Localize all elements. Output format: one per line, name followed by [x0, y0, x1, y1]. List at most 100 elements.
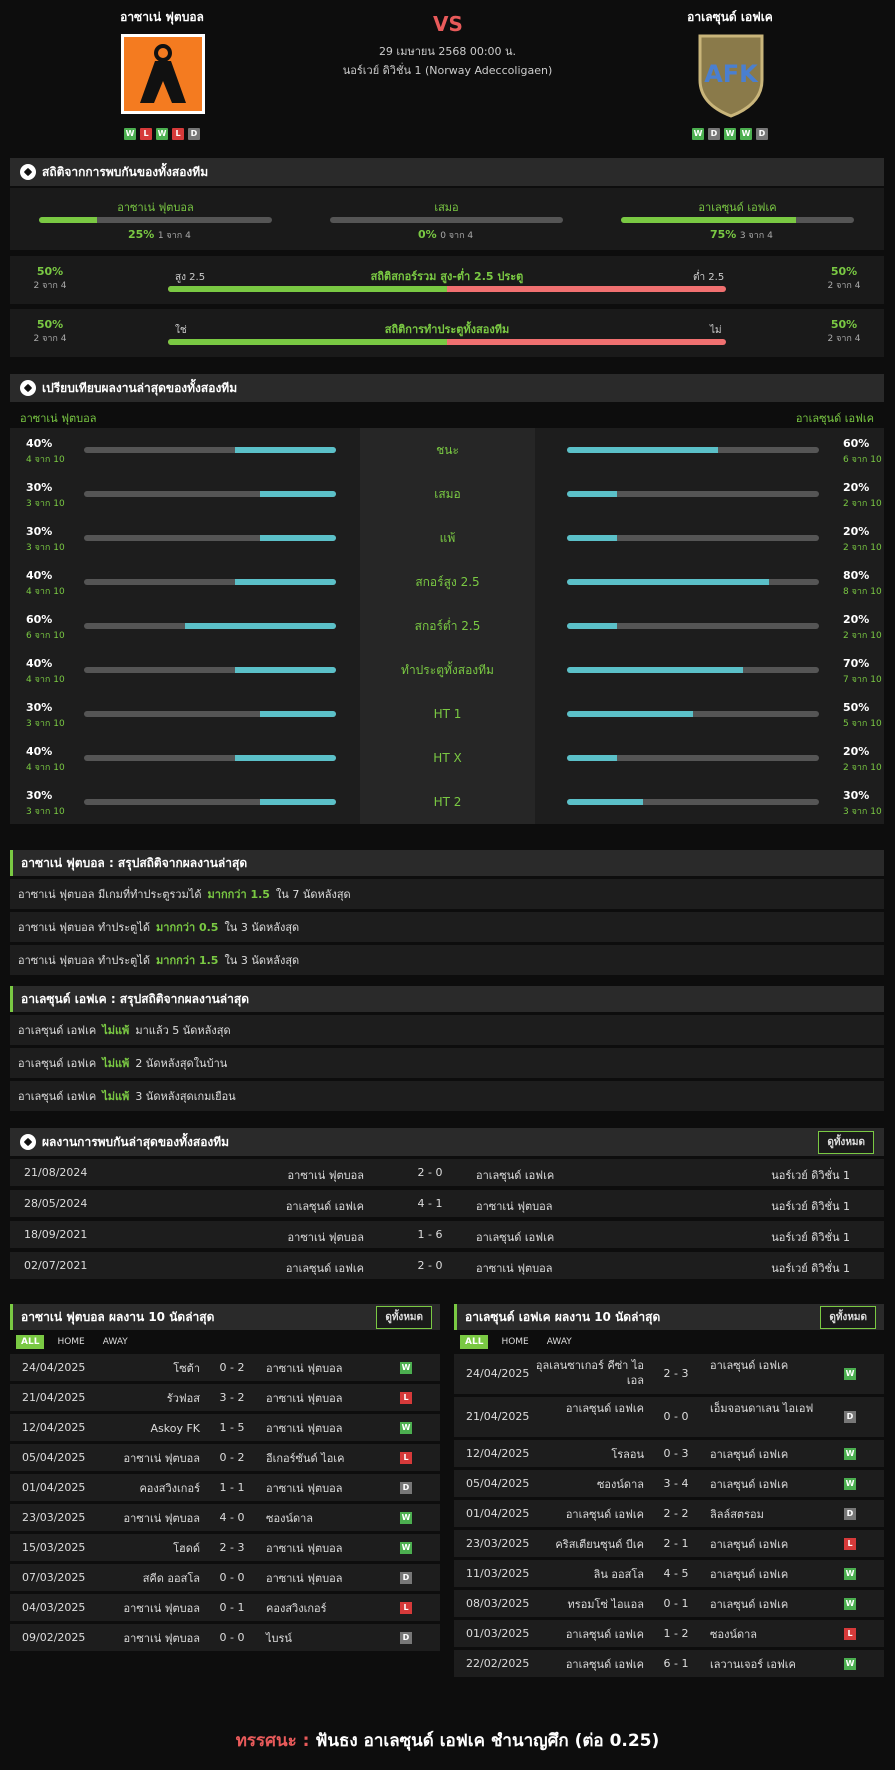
match-score: 3 - 4 [663, 1476, 689, 1490]
football-icon [20, 380, 36, 396]
home-last10-title: อาซาเน่ ฟุตบอล ผลงาน 10 นัดล่าสุด [21, 1309, 215, 1324]
tab-all[interactable]: ALL [460, 1335, 489, 1349]
compare-label: ทำประตูทั้งสองทีม [360, 648, 535, 692]
h2h-away-sub: 3 จาก 4 [739, 231, 773, 241]
match-date: 11/03/2025 [466, 1566, 530, 1580]
away-team-logo: AFK [692, 30, 770, 123]
last10-row[interactable]: 01/04/2025 คองสวิงเกอร์ 1 - 1 อาซาเน่ ฟุตบอ… [10, 1474, 440, 1501]
btts-left-sub: 2 จาก 4 [33, 334, 67, 344]
away-sub: 2 จาก 10 [843, 499, 882, 509]
match-away: อาเลซุนด์ เอฟเค [710, 1567, 789, 1581]
match-date: 01/04/2025 [466, 1506, 530, 1520]
result-badge: L [844, 1627, 856, 1640]
away-summary-section: อาเลซุนด์ เอฟเค : สรุปสถิติจากผลงานล่าสุ… [10, 986, 884, 1111]
h2h-row[interactable]: 18/09/2021 อาซาเน่ ฟุตบอล 1 - 6 อาเลซุนด์ เ… [10, 1221, 884, 1248]
h2h-away: อาเลซุนด์ เอฟเค [476, 1169, 555, 1182]
away-summary-title: อาเลซุนด์ เอฟเค : สรุปสถิติจากผลงานล่าสุ… [10, 986, 884, 1012]
h2h-row[interactable]: 28/05/2024 อาเลซุนด์ เอฟเค 4 - 1 อาซาเน่ ฟุ… [10, 1190, 884, 1217]
tab-away[interactable]: AWAY [102, 1337, 128, 1347]
h2h-home-label: อาซาเน่ ฟุตบอล [117, 201, 194, 214]
home-pct: 40% [26, 437, 53, 450]
compare-row: 30% 3 จาก 10 แพ้ 20% 2 จาก 10 [10, 516, 884, 560]
compare-row: 40% 4 จาก 10 ทำประตูทั้งสองทีม 70% 7 จาก 10 [10, 648, 884, 692]
last10-row[interactable]: 21/04/2025 รัวฟอส 3 - 2 อาซาเน่ ฟุตบอล L [10, 1384, 440, 1411]
tab-home[interactable]: HOME [501, 1337, 529, 1347]
h2h-row[interactable]: 21/08/2024 อาซาเน่ ฟุตบอล 2 - 0 อาเลซุนด์ เ… [10, 1159, 884, 1186]
last10-row[interactable]: 05/04/2025 ซองน์ดาล 3 - 4 อาเลซุนด์ เอฟเค W [454, 1470, 884, 1497]
match-date: 21/04/2025 [466, 1410, 530, 1423]
summary-highlight: มากกว่า 0.5 [156, 921, 219, 934]
home-logo-emblem [140, 44, 186, 103]
match-away: อาเลซุนด์ เอฟเค [710, 1537, 789, 1551]
svg-text:AFK: AFK [704, 60, 759, 88]
match-home: โซต้า [173, 1361, 200, 1375]
home-last10-view-all-button[interactable]: ดูทั้งหมด [376, 1305, 432, 1329]
result-badge: D [400, 1481, 412, 1494]
last10-row[interactable]: 23/03/2025 คริสเตียนซุนด์ บีเค 2 - 1 อาเลซุ… [454, 1530, 884, 1557]
match-home: รัวฟอส [166, 1391, 200, 1405]
last10-row[interactable]: 23/03/2025 อาซาเน่ ฟุตบอล 4 - 0 ซองน์ดาล W [10, 1504, 440, 1531]
home-bar [84, 535, 336, 541]
h2h-recent-title: ผลงานการพบกันล่าสุดของทั้งสองทีม [42, 1134, 230, 1149]
last10-row[interactable]: 22/02/2025 อาเลซุนด์ เอฟเค 6 - 1 เลวานเจอร์… [454, 1650, 884, 1677]
last10-row[interactable]: 07/03/2025 สคีด ออสโล 0 - 0 อาซาเน่ ฟุตบอล D [10, 1564, 440, 1591]
match-away: เอ็มจอนดาเลน ไอเอฟ [710, 1402, 814, 1415]
h2h-row[interactable]: 02/07/2021 อาเลซุนด์ เอฟเค 2 - 0 อาซาเน่ ฟุ… [10, 1252, 884, 1279]
tab-home[interactable]: HOME [57, 1337, 85, 1347]
last10-row[interactable]: 08/03/2025 ทรอมโซ่ ไอแอล 0 - 1 อาเลซุนด์ เอ… [454, 1590, 884, 1617]
form-badge: L [172, 128, 184, 140]
home-last10-tabs: ALL HOME AWAY [10, 1330, 440, 1354]
tab-away[interactable]: AWAY [546, 1337, 572, 1347]
compare-row: 40% 4 จาก 10 ชนะ 60% 6 จาก 10 [10, 428, 884, 472]
btts-split-bar [168, 339, 726, 345]
away-last10-section: อาเลซุนด์ เอฟเค ผลงาน 10 นัดล่าสุด ดูทั้ง… [454, 1304, 884, 1680]
last10-row[interactable]: 11/03/2025 ลิน ออสโล 4 - 5 อาเลซุนด์ เอฟเค W [454, 1560, 884, 1587]
match-date: 05/04/2025 [466, 1476, 530, 1490]
away-pct: 20% [843, 613, 870, 626]
home-sub: 3 จาก 10 [26, 807, 65, 817]
last10-row[interactable]: 01/03/2025 อาเลซุนด์ เอฟเค 1 - 2 ซองน์ดาล L [454, 1620, 884, 1647]
match-home: Askoy FK [150, 1421, 200, 1435]
h2h-home-bar [39, 217, 272, 223]
last10-row[interactable]: 24/04/2025 อุลเลนซาเกอร์ คีซ่า ไอเอล 2 - 3… [454, 1354, 884, 1394]
last10-row[interactable]: 05/04/2025 อาซาเน่ ฟุตบอล 0 - 2 อีเกอร์ซันด… [10, 1444, 440, 1471]
result-badge: D [844, 1507, 856, 1520]
last10-row[interactable]: 24/04/2025 โซต้า 0 - 2 อาซาเน่ ฟุตบอล W [10, 1354, 440, 1381]
compare-row: 60% 6 จาก 10 สกอร์ต่ำ 2.5 20% 2 จาก 10 [10, 604, 884, 648]
compare-label: สกอร์สูง 2.5 [360, 560, 535, 604]
match-away: อาเลซุนด์ เอฟเค [710, 1359, 789, 1372]
summary-row: อาซาเน่ ฟุตบอล ทำประตูได้ มากกว่า 0.5 ใน 3… [10, 912, 884, 942]
last10-row[interactable]: 12/04/2025 Askoy FK 1 - 5 อาซาเน่ ฟุตบอล W [10, 1414, 440, 1441]
h2h-away: อาซาเน่ ฟุตบอล [476, 1200, 553, 1213]
last10-row[interactable]: 09/02/2025 อาซาเน่ ฟุตบอล 0 - 0 ไบรน์ D [10, 1624, 440, 1651]
h2h-league: นอร์เวย์ ดิวิชั่น 1 [771, 1200, 850, 1213]
match-date: 05/04/2025 [22, 1450, 86, 1464]
summary-text: อาเลซุนด์ เอฟเค [18, 1090, 97, 1103]
last10-row[interactable]: 15/03/2025 โฮดด์ 2 - 3 อาซาเน่ ฟุตบอล W [10, 1534, 440, 1561]
summary-highlight: มากกว่า 1.5 [156, 954, 219, 967]
summary-suffix: ใน 7 นัดหลังสุด [275, 888, 351, 901]
result-badge: W [400, 1421, 412, 1434]
away-last10-title: อาเลซุนด์ เอฟเค ผลงาน 10 นัดล่าสุด [465, 1309, 661, 1324]
match-home: ทรอมโซ่ ไอแอล [567, 1597, 644, 1611]
last10-row[interactable]: 01/04/2025 อาเลซุนด์ เอฟเค 2 - 2 ลิลล์สตรอม… [454, 1500, 884, 1527]
away-last10-view-all-button[interactable]: ดูทั้งหมด [820, 1305, 876, 1329]
match-away: อาซาเน่ ฟุตบอล [266, 1571, 343, 1585]
compare-label: HT 2 [360, 780, 535, 824]
home-pct: 60% [26, 613, 53, 626]
ou-title: สถิติสกอร์รวม สูง-ต่ำ 2.5 ประตู [370, 270, 524, 283]
last10-row[interactable]: 21/04/2025 อาเลซุนด์ เอฟเค 0 - 0 เอ็มจอนดาเ… [454, 1397, 884, 1437]
last10-row[interactable]: 04/03/2025 อาซาเน่ ฟุตบอล 0 - 1 คองสวิงเกอร… [10, 1594, 440, 1621]
away-pct: 30% [843, 789, 870, 802]
h2h-view-all-button[interactable]: ดูทั้งหมด [818, 1130, 874, 1154]
summary-highlight: ไม่แพ้ [102, 1057, 130, 1070]
last10-row[interactable]: 12/04/2025 โรลอน 0 - 3 อาเลซุนด์ เอฟเค W [454, 1440, 884, 1467]
result-badge: L [844, 1537, 856, 1550]
form-badge: D [188, 128, 200, 140]
away-bar [567, 535, 819, 541]
tab-all[interactable]: ALL [16, 1335, 45, 1349]
match-score: 3 - 2 [219, 1390, 245, 1404]
match-home: อาซาเน่ ฟุตบอล [123, 1601, 200, 1615]
